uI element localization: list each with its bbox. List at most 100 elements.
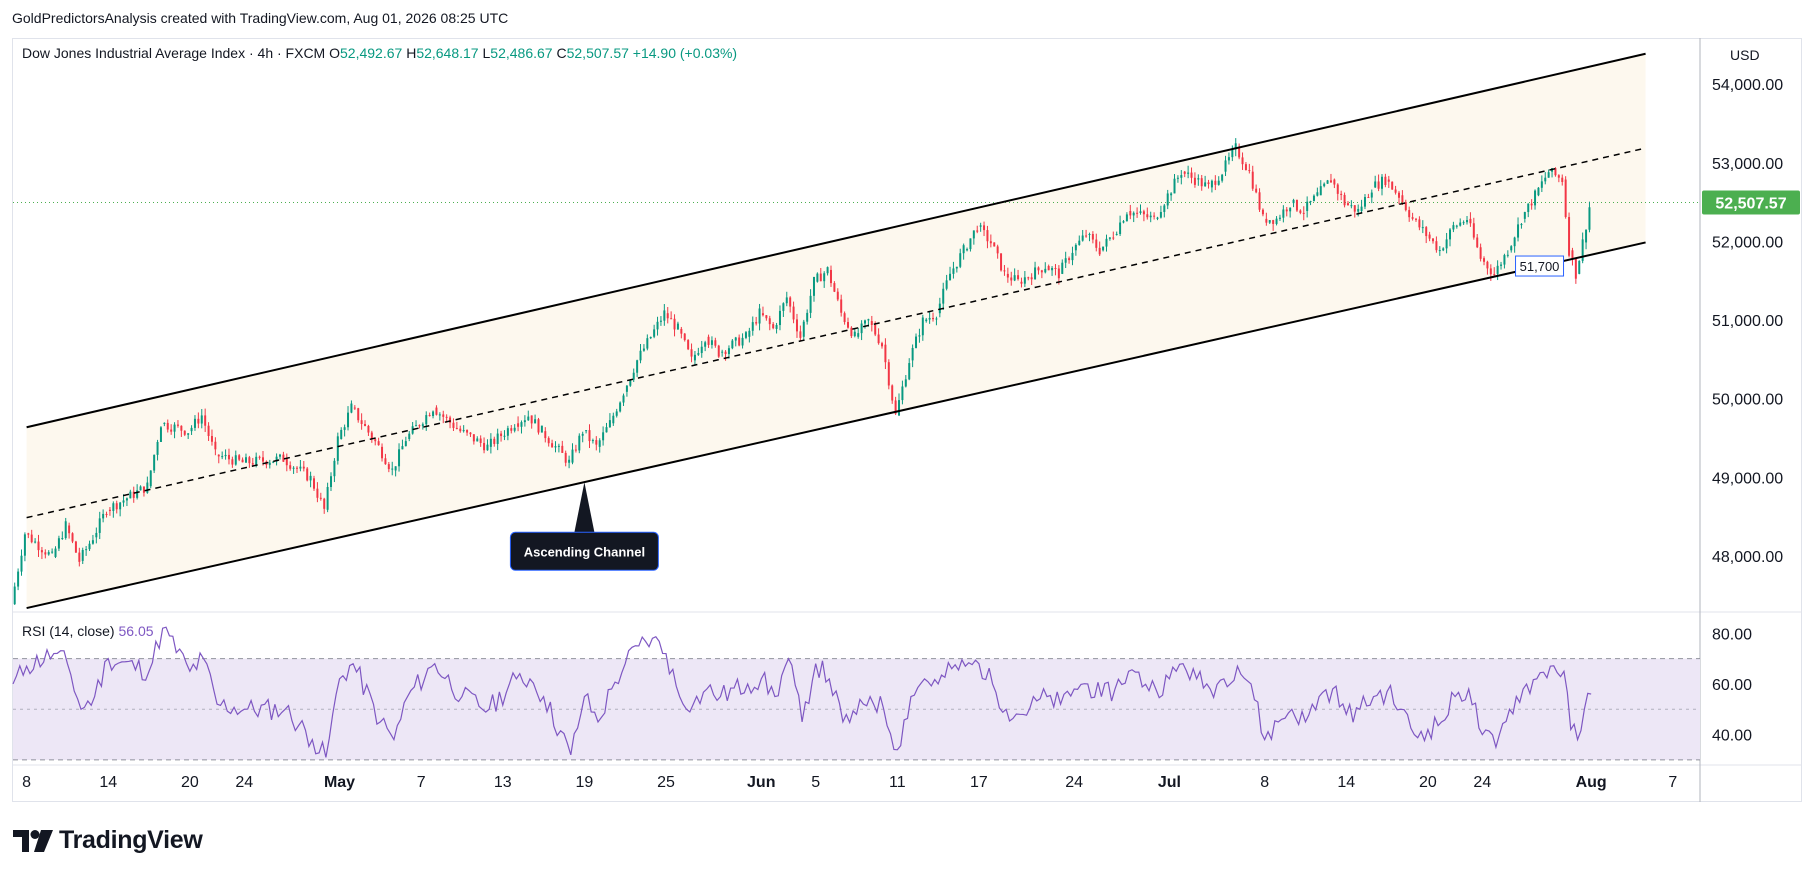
candle-body[interactable] xyxy=(904,379,907,387)
candle-body[interactable] xyxy=(210,436,213,442)
candle-body[interactable] xyxy=(1255,188,1258,193)
candle-body[interactable] xyxy=(98,518,101,533)
candle-body[interactable] xyxy=(826,267,829,274)
candle-body[interactable] xyxy=(619,402,622,412)
candle-body[interactable] xyxy=(377,441,380,446)
candle-body[interactable] xyxy=(1564,179,1567,218)
candle-body[interactable] xyxy=(1136,212,1139,214)
candle-body[interactable] xyxy=(282,454,285,462)
candle-body[interactable] xyxy=(574,449,577,451)
candle-body[interactable] xyxy=(268,462,271,465)
candle-body[interactable] xyxy=(296,467,299,469)
candle-body[interactable] xyxy=(1561,177,1564,183)
candle-body[interactable] xyxy=(1095,239,1098,248)
candle-body[interactable] xyxy=(132,491,135,498)
candle-body[interactable] xyxy=(1241,157,1244,165)
candle-body[interactable] xyxy=(47,552,50,555)
candle-body[interactable] xyxy=(180,425,183,431)
candle-body[interactable] xyxy=(428,415,431,417)
candle-body[interactable] xyxy=(636,360,639,373)
candle-body[interactable] xyxy=(530,415,533,424)
candle-body[interactable] xyxy=(54,548,57,557)
candle-body[interactable] xyxy=(608,420,611,428)
candle-body[interactable] xyxy=(1483,258,1486,262)
candle-body[interactable] xyxy=(1404,202,1407,211)
candle-body[interactable] xyxy=(1193,177,1196,185)
candle-body[interactable] xyxy=(503,435,506,437)
candle-body[interactable] xyxy=(918,335,921,337)
candle-body[interactable] xyxy=(1578,260,1581,274)
candle-body[interactable] xyxy=(557,445,560,447)
candle-body[interactable] xyxy=(1227,157,1230,161)
candle-body[interactable] xyxy=(309,475,312,481)
candle-body[interactable] xyxy=(1445,239,1448,249)
candle-body[interactable] xyxy=(727,348,730,355)
candle-body[interactable] xyxy=(115,503,118,510)
candle-body[interactable] xyxy=(105,513,108,516)
candle-body[interactable] xyxy=(479,438,482,443)
candle-body[interactable] xyxy=(887,362,890,386)
candle-body[interactable] xyxy=(1554,168,1557,176)
candle-body[interactable] xyxy=(898,400,901,416)
candle-body[interactable] xyxy=(639,350,642,361)
candle-body[interactable] xyxy=(1166,193,1169,206)
candle-body[interactable] xyxy=(799,331,802,338)
candle-body[interactable] xyxy=(1125,214,1128,222)
candle-body[interactable] xyxy=(78,552,81,562)
candle-body[interactable] xyxy=(364,423,367,426)
candle-body[interactable] xyxy=(860,323,863,334)
candle-body[interactable] xyxy=(374,439,377,442)
candle-body[interactable] xyxy=(676,323,679,330)
candle-body[interactable] xyxy=(1289,207,1292,212)
candle-body[interactable] xyxy=(333,460,336,477)
candle-body[interactable] xyxy=(751,322,754,331)
candle-body[interactable] xyxy=(738,337,741,346)
candle-body[interactable] xyxy=(1006,273,1009,278)
candle-body[interactable] xyxy=(313,478,316,489)
candle-body[interactable] xyxy=(442,414,445,417)
candle-body[interactable] xyxy=(1520,224,1523,226)
candle-body[interactable] xyxy=(778,310,781,326)
candle-body[interactable] xyxy=(629,379,632,386)
candle-body[interactable] xyxy=(1258,192,1261,210)
candle-body[interactable] xyxy=(1153,215,1156,217)
candle-body[interactable] xyxy=(864,320,867,324)
candle-body[interactable] xyxy=(1401,195,1404,203)
candle-body[interactable] xyxy=(306,468,309,481)
candle-body[interactable] xyxy=(911,347,914,361)
candle-body[interactable] xyxy=(340,429,343,440)
candle-body[interactable] xyxy=(1054,267,1057,269)
candle-body[interactable] xyxy=(666,313,669,319)
candle-body[interactable] xyxy=(1102,246,1105,251)
candle-body[interactable] xyxy=(330,476,333,488)
candle-body[interactable] xyxy=(710,340,713,345)
candle-body[interactable] xyxy=(1493,274,1496,276)
candle-body[interactable] xyxy=(564,452,567,463)
candle-body[interactable] xyxy=(700,346,703,354)
candle-body[interactable] xyxy=(51,551,54,553)
candle-body[interactable] xyxy=(775,325,778,329)
candle-body[interactable] xyxy=(1449,229,1452,240)
candle-body[interactable] xyxy=(683,333,686,341)
candle-body[interactable] xyxy=(445,416,448,418)
candle-body[interactable] xyxy=(1108,237,1111,239)
candle-body[interactable] xyxy=(1377,181,1380,189)
candle-body[interactable] xyxy=(1013,275,1016,281)
candle-body[interactable] xyxy=(1010,277,1013,281)
candle-body[interactable] xyxy=(489,438,492,447)
candle-body[interactable] xyxy=(966,249,969,251)
candle-body[interactable] xyxy=(612,415,615,424)
candle-body[interactable] xyxy=(656,321,659,330)
candle-body[interactable] xyxy=(959,253,962,267)
candle-body[interactable] xyxy=(173,424,176,432)
candle-body[interactable] xyxy=(234,455,237,465)
candle-body[interactable] xyxy=(302,466,305,469)
candle-body[interactable] xyxy=(353,407,356,409)
channel-lower-line[interactable] xyxy=(26,241,1646,610)
candle-body[interactable] xyxy=(945,280,948,289)
candle-body[interactable] xyxy=(1122,221,1125,223)
candle-body[interactable] xyxy=(1343,194,1346,206)
candle-body[interactable] xyxy=(802,321,805,337)
candle-body[interactable] xyxy=(13,586,16,605)
